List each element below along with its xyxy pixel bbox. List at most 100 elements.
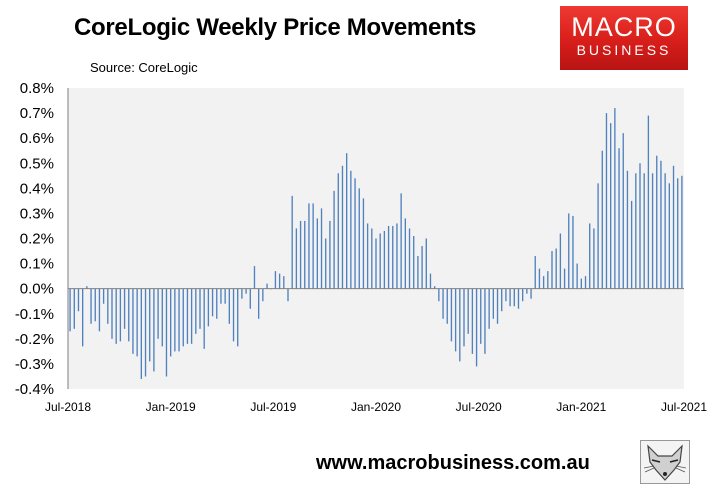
bar xyxy=(471,288,474,354)
bar xyxy=(211,288,214,317)
bar xyxy=(647,115,650,289)
bar xyxy=(542,276,545,289)
bar xyxy=(174,288,176,352)
bar xyxy=(128,288,130,342)
bar xyxy=(660,160,662,289)
bar xyxy=(144,288,147,377)
bar xyxy=(643,173,645,289)
bar xyxy=(421,246,423,289)
bar xyxy=(149,288,151,362)
bar xyxy=(320,208,323,289)
bar xyxy=(333,190,335,289)
bar xyxy=(400,193,402,289)
chart-source: Source: CoreLogic xyxy=(90,60,198,75)
bar xyxy=(547,271,549,289)
bar xyxy=(203,288,205,349)
bar xyxy=(366,223,369,289)
bar xyxy=(170,288,172,357)
bar xyxy=(283,276,285,289)
bar xyxy=(438,288,440,302)
chart-title: CoreLogic Weekly Price Movements xyxy=(74,14,477,41)
bar xyxy=(568,213,570,289)
bar xyxy=(383,230,386,289)
bar xyxy=(325,238,327,289)
bar xyxy=(299,220,302,289)
y-tick-label: -0.4% xyxy=(15,381,54,398)
bar xyxy=(102,288,105,304)
bar xyxy=(576,263,578,289)
bar-series xyxy=(69,108,683,379)
bar xyxy=(589,223,591,289)
bar xyxy=(517,288,520,309)
macrobusiness-logo: MACRO BUSINESS xyxy=(560,6,688,70)
x-tick-label: Jul-2021 xyxy=(661,400,707,414)
bar xyxy=(291,195,293,289)
bar xyxy=(86,286,88,289)
bar xyxy=(228,288,230,324)
bar xyxy=(274,271,277,289)
bar xyxy=(304,220,306,289)
bar xyxy=(140,288,142,379)
bar xyxy=(308,203,310,289)
website-url: www.macrobusiness.com.au xyxy=(316,452,590,474)
bar xyxy=(522,288,524,302)
bar xyxy=(245,288,247,294)
bar xyxy=(220,288,222,304)
bar xyxy=(492,288,494,319)
bar xyxy=(618,148,620,289)
bar xyxy=(119,288,122,342)
bar xyxy=(190,288,193,344)
bar xyxy=(69,288,71,332)
bar xyxy=(446,288,448,324)
bar xyxy=(417,256,419,289)
bar xyxy=(195,288,197,334)
y-tick-label: 0.3% xyxy=(20,205,54,222)
bar xyxy=(287,288,289,302)
bar-chart: 0.8% 0.7% 0.6% 0.5% 0.4% 0.3% 0.2% 0.1% 0.0% -0.1… xyxy=(15,80,708,414)
bar xyxy=(563,268,566,289)
bar xyxy=(216,288,218,319)
y-tick-label: -0.2% xyxy=(15,331,54,348)
bar xyxy=(580,278,582,289)
bar xyxy=(681,175,683,289)
bar xyxy=(157,288,159,339)
bar xyxy=(572,215,574,289)
bar xyxy=(375,238,377,289)
bar xyxy=(429,273,432,289)
bar xyxy=(123,288,126,329)
bar xyxy=(98,288,101,332)
bar xyxy=(551,251,553,289)
bar xyxy=(505,288,507,302)
bar xyxy=(354,178,356,289)
bar xyxy=(496,288,499,324)
bar xyxy=(442,288,444,319)
bar xyxy=(626,170,629,289)
bar xyxy=(312,203,314,289)
bar xyxy=(434,286,436,289)
bar xyxy=(459,288,461,362)
bar xyxy=(559,233,562,289)
bar xyxy=(622,133,624,289)
bar xyxy=(136,288,138,357)
bar xyxy=(111,288,113,339)
bar xyxy=(668,183,670,289)
fox-head-icon xyxy=(640,440,690,484)
bar xyxy=(677,178,679,289)
bar xyxy=(262,288,264,302)
x-tick-label: Jul-2018 xyxy=(45,400,91,414)
bar xyxy=(454,288,457,352)
bar xyxy=(182,288,184,347)
bar xyxy=(77,288,80,312)
bar xyxy=(538,268,541,289)
bar xyxy=(597,183,599,289)
bar xyxy=(94,288,96,322)
bar xyxy=(672,165,675,289)
x-tick-label: Jul-2020 xyxy=(456,400,502,414)
bar xyxy=(463,288,465,347)
y-tick-label: 0.5% xyxy=(20,155,54,172)
bar xyxy=(241,288,243,299)
y-tick-label: 0.0% xyxy=(20,281,54,298)
y-tick-label: 0.7% xyxy=(20,105,54,122)
y-tick-label: 0.6% xyxy=(20,130,54,147)
bar xyxy=(153,288,155,372)
